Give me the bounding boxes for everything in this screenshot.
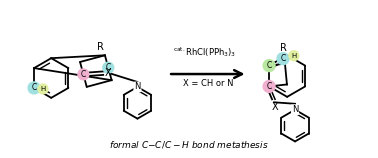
Text: N: N	[292, 105, 298, 114]
Circle shape	[263, 60, 275, 72]
Circle shape	[263, 80, 275, 92]
Text: N: N	[134, 82, 141, 91]
Text: C: C	[81, 70, 86, 79]
Text: X: X	[272, 102, 278, 112]
Circle shape	[28, 82, 40, 94]
Circle shape	[103, 62, 114, 73]
Text: R: R	[96, 42, 104, 52]
Circle shape	[289, 51, 299, 61]
Text: R: R	[280, 43, 287, 53]
Circle shape	[78, 69, 89, 80]
Text: X = CH or N: X = CH or N	[183, 79, 233, 88]
Text: C: C	[266, 61, 272, 70]
Text: C: C	[31, 83, 37, 92]
Circle shape	[277, 53, 289, 65]
Text: X: X	[105, 68, 112, 78]
Text: $\mathit{formal\ C}$$\mathit{-C/C-H\ bond\ metathesis}$: $\mathit{formal\ C}$$\mathit{-C/C-H\ bon…	[109, 139, 269, 150]
Text: H: H	[291, 53, 296, 59]
Text: H: H	[40, 86, 46, 92]
Text: C: C	[280, 54, 286, 63]
Text: $\mathregular{^{cat.}}$RhCl(PPh$_3$)$_3$: $\mathregular{^{cat.}}$RhCl(PPh$_3$)$_3$	[173, 45, 236, 59]
Text: C: C	[266, 82, 272, 91]
Text: C: C	[105, 63, 111, 72]
Circle shape	[38, 84, 48, 94]
